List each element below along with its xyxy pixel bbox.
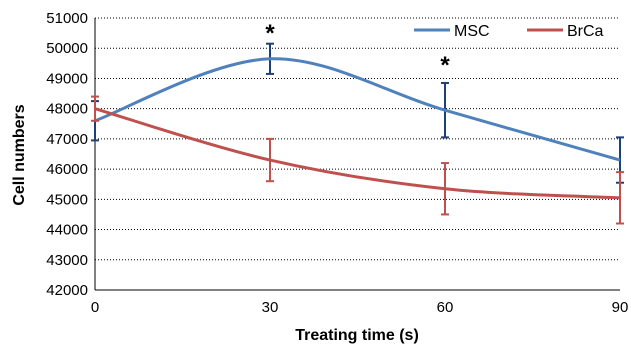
x-tick-label: 90 [612,299,629,316]
significance-marker: * [440,52,450,79]
series-brca [91,95,624,225]
x-tick-label: 0 [91,299,99,316]
y-tick-label: 42000 [46,282,88,299]
legend-label-msc: MSC [454,23,490,40]
legend: MSC BrCa [414,23,604,40]
series-line-brca [94,107,621,200]
y-tick-label: 46000 [46,161,88,178]
y-tick-label: 48000 [46,101,88,118]
y-tick-label: 47000 [46,131,88,148]
legend-label-brca: BrCa [567,23,604,40]
series-group [91,42,624,225]
x-tick-label: 60 [437,299,454,316]
y-axis-title: Cell numbers [11,104,28,205]
x-tick-label: 30 [262,299,279,316]
x-axis-title: Treating time (s) [295,327,419,344]
y-tick-label: 50000 [46,40,88,57]
series-line-msc [94,57,621,162]
x-axis-tick-labels: 0 30 60 90 [91,299,629,316]
y-tick-label: 49000 [46,70,88,87]
y-tick-label: 51000 [46,10,88,27]
axes [94,18,620,291]
y-tick-label: 44000 [46,222,88,239]
gridlines [95,17,620,291]
annotations: ** [265,20,450,79]
y-tick-label: 43000 [46,252,88,269]
y-axis-tick-labels: 42000 43000 44000 45000 46000 47000 48000 49000… [46,10,88,299]
series-msc [91,42,624,184]
significance-marker: * [265,20,275,47]
y-tick-label: 45000 [46,191,88,208]
